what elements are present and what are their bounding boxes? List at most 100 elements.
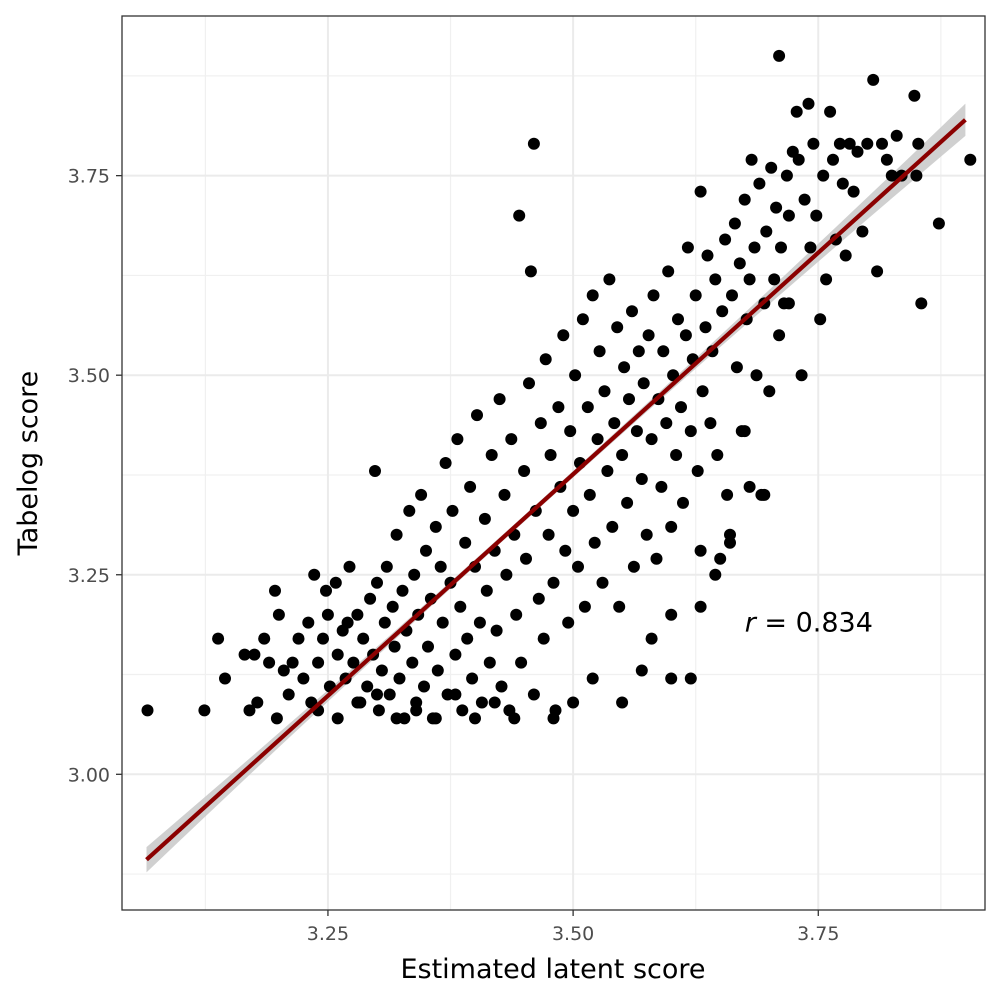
data-point <box>765 161 778 174</box>
data-point <box>608 417 621 430</box>
data-point <box>567 504 580 517</box>
panel-border <box>121 15 986 911</box>
annotation-rest: = 0.834 <box>756 608 873 639</box>
data-point <box>726 289 738 302</box>
data-point <box>552 401 565 414</box>
data-point <box>758 488 771 501</box>
data-point <box>833 137 846 150</box>
data-point <box>915 297 928 310</box>
data-point <box>843 137 856 150</box>
data-point <box>263 656 276 669</box>
data-point <box>302 616 315 629</box>
data-point <box>557 329 570 342</box>
data-point <box>694 185 707 198</box>
data-point <box>380 560 393 573</box>
data-point <box>745 153 758 166</box>
data-point <box>876 137 888 150</box>
data-point <box>478 512 491 525</box>
data-point <box>932 217 945 230</box>
data-point <box>243 704 256 717</box>
data-point <box>576 313 589 326</box>
data-point <box>329 576 342 589</box>
data-point <box>847 185 860 198</box>
data-point <box>403 504 416 517</box>
data-point <box>347 656 360 669</box>
y-axis-title: Tabelog score <box>13 371 44 557</box>
data-point <box>630 425 643 438</box>
data-point <box>721 488 734 501</box>
data-point <box>743 273 756 286</box>
data-point <box>238 648 251 661</box>
data-point <box>611 321 624 334</box>
data-point <box>743 480 756 493</box>
data-point <box>269 584 281 597</box>
data-point <box>418 680 430 693</box>
data-point <box>626 305 638 318</box>
data-point <box>645 433 658 446</box>
data-point <box>547 712 560 725</box>
data-point <box>581 401 594 414</box>
fit-line <box>145 118 967 862</box>
data-point <box>524 265 537 278</box>
data-point <box>613 600 626 613</box>
data-point <box>429 520 442 533</box>
data-point <box>627 560 640 573</box>
data-point <box>750 369 763 382</box>
data-point <box>640 528 653 541</box>
data-point <box>738 425 751 438</box>
data-point <box>490 624 503 637</box>
data-point <box>375 664 388 677</box>
data-point <box>251 696 264 709</box>
data-point <box>500 568 513 581</box>
data-point <box>635 664 648 677</box>
data-point <box>547 576 560 589</box>
data-point <box>464 480 477 493</box>
data-point <box>493 393 506 406</box>
data-point <box>635 473 648 485</box>
data-point <box>498 488 511 501</box>
data-point <box>912 137 925 150</box>
data-point <box>537 632 550 645</box>
data-point <box>768 273 781 286</box>
data-point <box>483 656 496 669</box>
data-point <box>650 552 663 565</box>
data-point <box>677 496 689 509</box>
data-point <box>675 401 687 414</box>
data-point <box>684 425 697 438</box>
data-point <box>701 249 714 262</box>
data-point <box>572 560 584 573</box>
data-point <box>586 672 599 685</box>
data-point <box>282 688 295 701</box>
x-tick-label: 3.25 <box>307 923 349 945</box>
data-point <box>351 608 364 621</box>
data-point <box>670 449 683 461</box>
data-point <box>861 137 874 150</box>
data-point <box>386 600 399 613</box>
data-point <box>317 632 329 645</box>
data-point <box>258 632 271 645</box>
data-point <box>730 361 743 374</box>
data-point <box>429 712 442 725</box>
data-point <box>660 417 673 430</box>
data-point <box>798 193 811 206</box>
data-point <box>642 329 655 342</box>
data-point <box>431 664 444 677</box>
data-point <box>665 520 678 533</box>
data-point <box>297 672 310 685</box>
data-point <box>681 241 694 254</box>
data-point <box>748 241 761 254</box>
data-point <box>480 584 493 597</box>
data-point <box>436 616 449 629</box>
data-point <box>645 632 658 645</box>
data-point <box>513 209 526 222</box>
data-point <box>655 480 668 493</box>
data-point <box>657 345 670 358</box>
data-point <box>527 688 540 701</box>
fit-line-layer <box>145 118 967 862</box>
grid-layer <box>122 16 985 910</box>
data-point <box>578 600 591 613</box>
data-point <box>964 153 977 166</box>
data-point <box>804 241 817 254</box>
